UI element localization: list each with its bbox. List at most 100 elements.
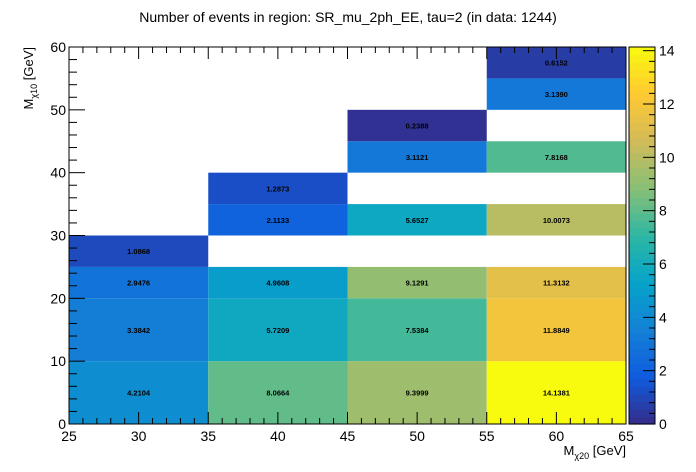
colorbar-segment <box>629 348 655 357</box>
heatmap-cell <box>208 204 348 236</box>
colorbar-segment <box>629 62 655 71</box>
x-axis: 25 30 35 40 45 50 55 60 65 <box>61 47 634 444</box>
colorbar-segment <box>629 371 655 380</box>
cell-value-label: 5.6527 <box>406 216 429 225</box>
y-tick-label: 60 <box>50 39 66 55</box>
cell-value-label: 3.1390 <box>545 90 568 99</box>
x-tick-label: 55 <box>479 428 495 444</box>
colorbar-segment <box>629 107 655 116</box>
colorbar-segment <box>629 152 655 161</box>
heatmap-cell <box>69 298 209 362</box>
heatmap-cell <box>69 266 209 299</box>
colorbar-segment <box>629 325 655 335</box>
color-scale-axis: 0 2 4 6 8 10 12 14 <box>643 43 675 432</box>
colorbar-segment <box>629 303 655 312</box>
y-axis-label: Mχ10 [GeV] <box>21 47 39 109</box>
colorbar-segment <box>629 205 655 214</box>
cell-value-label: 7.5384 <box>406 326 430 335</box>
cell-value-label: 11.3132 <box>543 279 570 288</box>
heatmap-cell <box>347 141 487 173</box>
cell-value-label: 8.0664 <box>266 389 290 398</box>
color-scale-bar <box>628 46 656 425</box>
colorbar-segment <box>629 220 655 229</box>
colorbar-segment <box>629 99 655 108</box>
colorbar-segment <box>629 129 655 139</box>
cell-value-label: 3.3842 <box>127 326 150 335</box>
cell-value-label: 9.1291 <box>406 279 429 288</box>
colorbar-tick-label: 14 <box>659 43 675 59</box>
heatmap-cell <box>347 266 487 299</box>
cell-value-label: 0.2388 <box>406 122 429 131</box>
colorbar-segment <box>629 145 655 154</box>
heatmap-cell <box>208 298 348 362</box>
cell-value-label: 4.9608 <box>266 279 289 288</box>
colorbar-segment <box>629 363 655 372</box>
y-tick-label: 50 <box>50 102 66 118</box>
cell-value-label: 2.9476 <box>127 279 150 288</box>
colorbar-segment <box>629 190 655 199</box>
colorbar-segment <box>629 175 655 184</box>
x-tick-label: 40 <box>270 428 286 444</box>
colorbar-segment <box>629 386 655 395</box>
cell-value-label: 1.0868 <box>127 247 150 256</box>
x-axis-label: Mχ20 [GeV] <box>564 443 626 461</box>
colorbar-segment <box>629 378 655 387</box>
colorbar-tick-label: 4 <box>659 309 667 325</box>
colorbar-segment <box>629 250 655 259</box>
colorbar-segment <box>629 295 655 304</box>
heatmap-cell <box>69 235 209 267</box>
heatmap-cells <box>69 47 626 424</box>
colorbar-segment <box>629 318 655 327</box>
heatmap-cell <box>486 298 626 362</box>
colorbar-tick-label: 2 <box>659 363 667 379</box>
colorbar-segment <box>629 182 655 191</box>
y-tick-label: 0 <box>58 416 66 432</box>
colorbar-segment <box>629 47 655 56</box>
colorbar-segment <box>629 122 655 131</box>
colorbar-tick-label: 10 <box>659 149 675 165</box>
cell-value-label: 4.2104 <box>127 389 151 398</box>
y-tick-label: 40 <box>50 165 66 181</box>
colorbar-segment <box>629 401 655 410</box>
colorbar-segment <box>629 160 655 169</box>
heatmap-cell <box>486 141 626 173</box>
colorbar-segment <box>629 408 655 418</box>
colorbar-frame <box>628 46 656 425</box>
x-tick-label: 45 <box>340 428 356 444</box>
heatmap-cell <box>486 266 626 299</box>
colorbar-segment <box>629 265 655 274</box>
colorbar-segment <box>629 227 655 237</box>
colorbar-segment <box>629 167 655 176</box>
heatmap-cell <box>347 204 487 236</box>
y-tick-label: 10 <box>50 353 66 369</box>
colorbar-segment <box>629 310 655 320</box>
colorbar-tick-label: 6 <box>659 256 667 272</box>
heatmap-cell <box>347 109 487 142</box>
colorbar-segment <box>629 341 655 350</box>
colorbar-segment <box>629 212 655 222</box>
cell-value-label: 10.0073 <box>543 216 570 225</box>
x-tick-label: 25 <box>61 428 77 444</box>
colorbar-segment <box>629 416 655 425</box>
colorbar-tick-label: 12 <box>659 96 675 112</box>
colorbar-segment <box>629 114 655 123</box>
colorbar-segment <box>629 243 655 252</box>
colorbar-segment <box>629 280 655 289</box>
cell-value-label: 3.1121 <box>406 153 429 162</box>
colorbar-tick-label: 0 <box>659 416 667 432</box>
cell-value-label: 7.8168 <box>545 153 568 162</box>
x-tick-label: 35 <box>200 428 216 444</box>
colorbar-segment <box>629 77 655 86</box>
colorbar-segment <box>629 197 655 206</box>
y-axis: 0 10 20 30 40 50 60 <box>50 39 85 432</box>
colorbar-segment <box>629 54 655 63</box>
colorbar-segment <box>629 137 655 146</box>
cell-value-label: 14.1381 <box>543 389 570 398</box>
colorbar-segment <box>629 92 655 101</box>
colorbar-segment <box>629 235 655 244</box>
heatmap-cell <box>486 78 626 110</box>
colorbar-tick-label: 8 <box>659 203 667 219</box>
x-tick-label: 65 <box>618 428 634 444</box>
cell-value-label: 1.2873 <box>266 184 289 193</box>
